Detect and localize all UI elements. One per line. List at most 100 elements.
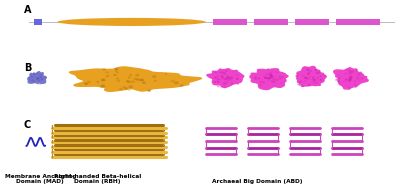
Circle shape: [140, 79, 143, 81]
Circle shape: [175, 82, 178, 84]
Circle shape: [103, 69, 106, 70]
Polygon shape: [28, 72, 46, 83]
Circle shape: [40, 80, 42, 81]
Circle shape: [136, 75, 139, 76]
Circle shape: [345, 69, 346, 70]
Circle shape: [274, 79, 275, 80]
Circle shape: [138, 79, 141, 81]
Circle shape: [120, 89, 122, 90]
Circle shape: [268, 78, 270, 79]
Circle shape: [270, 73, 271, 74]
Circle shape: [123, 87, 125, 88]
Circle shape: [101, 85, 105, 87]
Circle shape: [129, 86, 133, 88]
Circle shape: [349, 77, 350, 78]
Circle shape: [106, 76, 109, 77]
Bar: [254, 19, 288, 25]
Circle shape: [271, 77, 273, 78]
Circle shape: [255, 78, 256, 79]
Circle shape: [308, 73, 309, 74]
Text: B: B: [24, 63, 31, 73]
Ellipse shape: [57, 18, 206, 26]
Circle shape: [350, 76, 351, 77]
Circle shape: [349, 87, 350, 88]
Circle shape: [358, 74, 359, 75]
Circle shape: [267, 74, 268, 75]
Circle shape: [258, 78, 260, 79]
Circle shape: [275, 72, 276, 73]
Circle shape: [172, 81, 174, 82]
Circle shape: [34, 81, 35, 82]
Circle shape: [236, 78, 238, 79]
Circle shape: [137, 79, 138, 80]
Circle shape: [255, 77, 256, 78]
Bar: [213, 19, 247, 25]
Circle shape: [117, 78, 118, 79]
Circle shape: [274, 81, 275, 82]
Circle shape: [270, 76, 272, 77]
Circle shape: [280, 78, 281, 79]
Circle shape: [106, 72, 108, 73]
Circle shape: [308, 69, 309, 70]
Bar: [34, 19, 42, 25]
Circle shape: [221, 76, 222, 77]
Circle shape: [115, 68, 118, 70]
Circle shape: [31, 82, 32, 83]
Circle shape: [320, 76, 321, 77]
Circle shape: [320, 79, 322, 80]
Circle shape: [318, 72, 320, 73]
Circle shape: [218, 79, 219, 80]
Circle shape: [231, 77, 232, 78]
Circle shape: [226, 82, 227, 83]
Circle shape: [128, 81, 131, 83]
Circle shape: [102, 79, 104, 81]
Circle shape: [226, 79, 228, 80]
Circle shape: [313, 82, 314, 83]
Circle shape: [339, 78, 340, 79]
Circle shape: [126, 81, 129, 82]
Circle shape: [102, 79, 105, 81]
Circle shape: [349, 70, 350, 71]
Circle shape: [132, 81, 134, 82]
Circle shape: [215, 81, 216, 82]
Circle shape: [152, 76, 156, 78]
Circle shape: [271, 75, 272, 76]
Circle shape: [310, 70, 311, 71]
Circle shape: [350, 79, 351, 80]
Circle shape: [324, 75, 325, 76]
Circle shape: [180, 85, 183, 86]
Circle shape: [263, 82, 264, 83]
Circle shape: [224, 73, 226, 74]
Circle shape: [221, 86, 222, 87]
Circle shape: [231, 78, 232, 79]
Circle shape: [346, 79, 348, 80]
Circle shape: [142, 80, 144, 81]
Circle shape: [222, 72, 223, 73]
Circle shape: [352, 71, 354, 72]
Circle shape: [42, 79, 43, 80]
Circle shape: [32, 80, 33, 81]
Circle shape: [349, 73, 350, 74]
Circle shape: [357, 78, 358, 79]
Circle shape: [307, 78, 308, 79]
Circle shape: [231, 83, 232, 84]
Circle shape: [128, 77, 130, 78]
Circle shape: [154, 80, 156, 81]
Circle shape: [220, 72, 221, 73]
Text: A: A: [24, 5, 32, 15]
Circle shape: [260, 85, 262, 86]
Circle shape: [360, 72, 362, 73]
Polygon shape: [207, 69, 244, 88]
Polygon shape: [250, 69, 288, 89]
Text: Archaeal Big Domain (ABD): Archaeal Big Domain (ABD): [212, 179, 302, 184]
Circle shape: [218, 81, 219, 82]
Circle shape: [308, 84, 310, 85]
Circle shape: [346, 80, 347, 81]
Circle shape: [215, 72, 216, 73]
Circle shape: [148, 90, 150, 91]
Circle shape: [305, 77, 306, 78]
Text: C: C: [24, 120, 31, 130]
Text: Right-handed Beta-helical
Domain (RBH): Right-handed Beta-helical Domain (RBH): [54, 174, 141, 184]
Bar: [336, 19, 380, 25]
Text: Membrane Anchoring
Domain (MAD): Membrane Anchoring Domain (MAD): [4, 174, 76, 184]
